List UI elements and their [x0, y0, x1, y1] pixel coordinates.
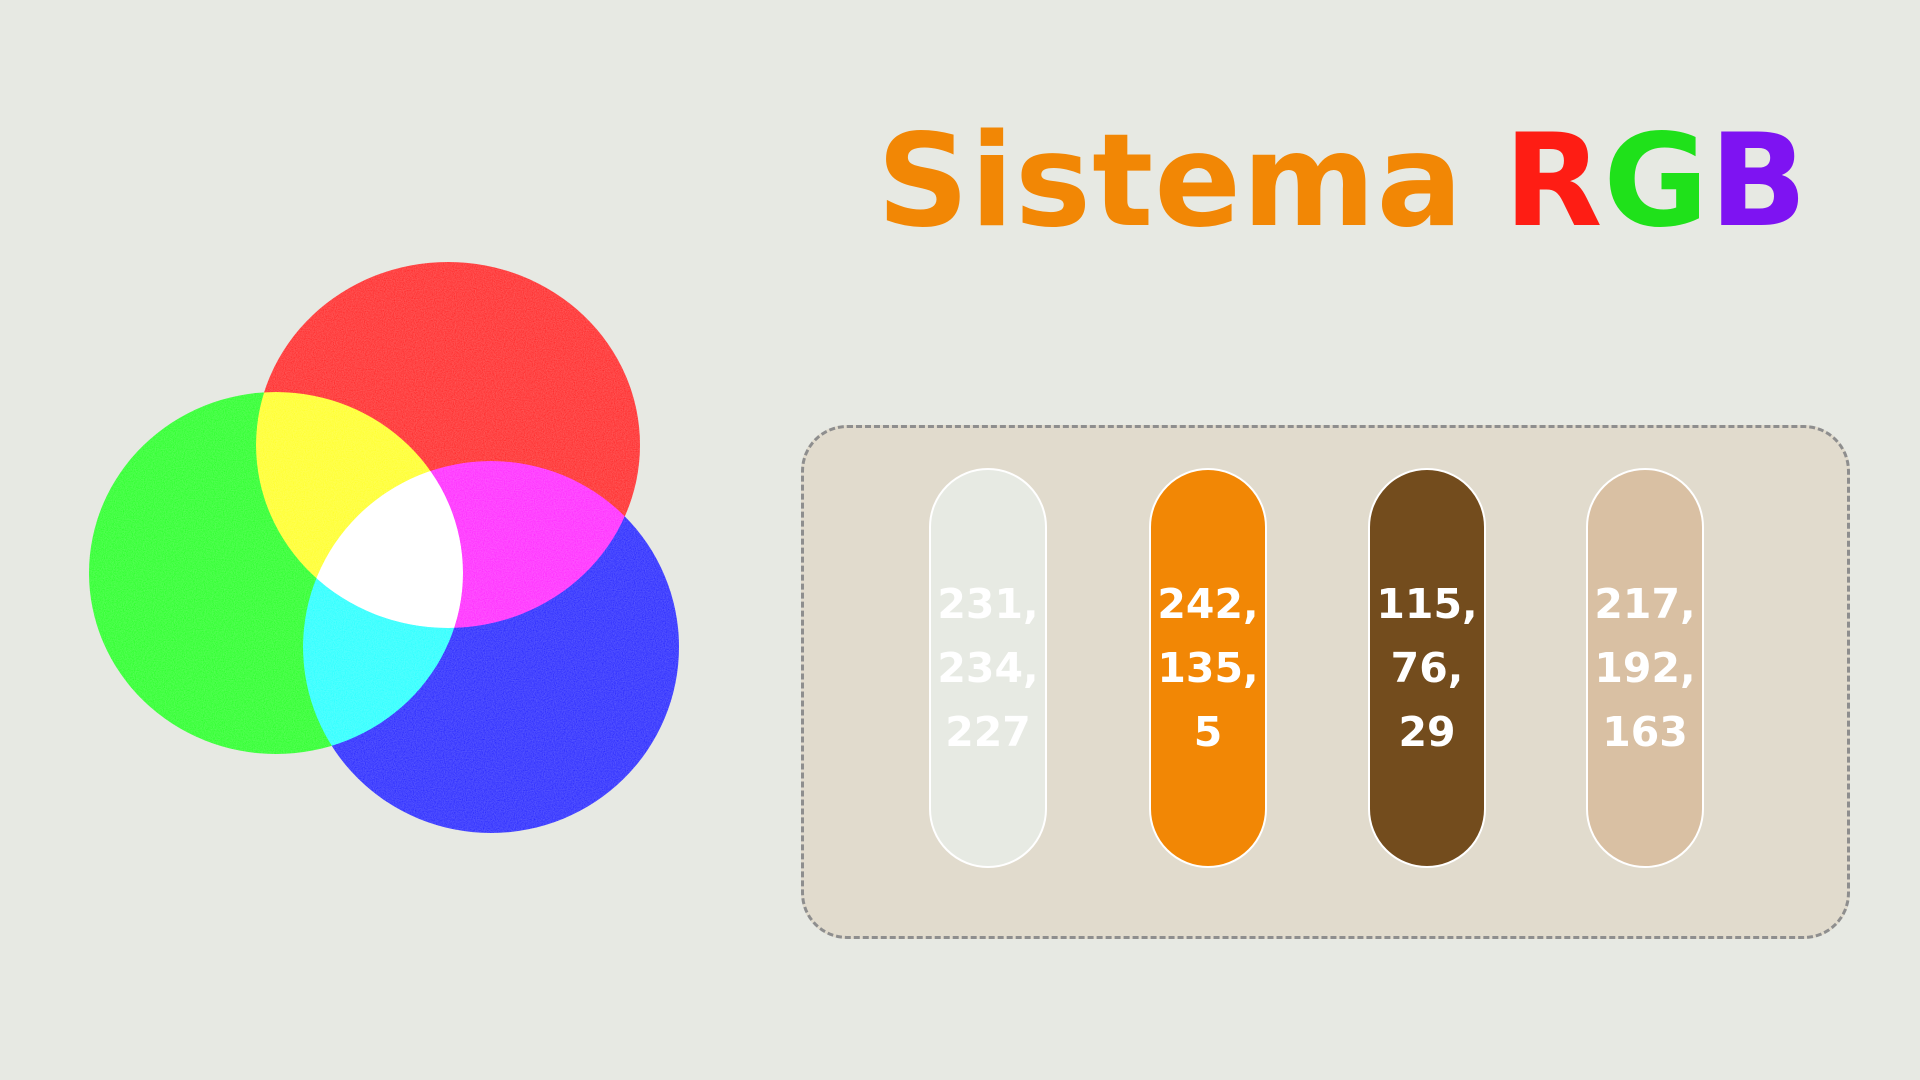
color-swatch: 231, 234, 227	[929, 468, 1047, 868]
swatch-rgb-value: 231, 234, 227	[937, 580, 1039, 756]
title-letter-b: B	[1709, 107, 1808, 256]
color-palette-panel: 231, 234, 227 242, 135, 5 115, 76, 29 21…	[801, 425, 1850, 939]
rgb-venn-diagram	[89, 262, 679, 833]
title-word: Sistema	[876, 107, 1464, 256]
color-swatch: 217, 192, 163	[1586, 468, 1704, 868]
color-swatch: 115, 76, 29	[1368, 468, 1486, 868]
page-title: Sistema RGB	[877, 118, 1808, 246]
swatch-rgb-value: 115, 76, 29	[1376, 580, 1478, 756]
swatch-rgb-value: 242, 135, 5	[1157, 580, 1259, 756]
title-letter-g: G	[1603, 107, 1710, 256]
swatch-rgb-value: 217, 192, 163	[1594, 580, 1696, 756]
title-letter-r: R	[1503, 107, 1604, 256]
venn-circle-blue	[303, 461, 679, 833]
color-swatch: 242, 135, 5	[1149, 468, 1267, 868]
